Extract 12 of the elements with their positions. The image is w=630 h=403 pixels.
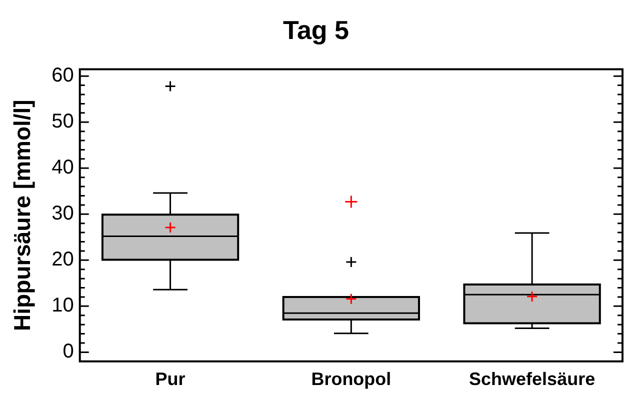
y-tick-label: 30 — [52, 202, 74, 225]
chart-title: Tag 5 — [283, 14, 349, 45]
y-tick-label: 40 — [52, 156, 74, 179]
y-tick-label: 10 — [52, 294, 74, 317]
y-tick-label: 0 — [62, 340, 74, 363]
x-tick-label: Schwefelsäure — [469, 369, 596, 390]
y-tick-label: 60 — [52, 64, 74, 87]
y-tick-label: 50 — [52, 110, 74, 133]
x-tick-label: Pur — [155, 369, 186, 390]
x-tick-label: Bronopol — [311, 369, 392, 390]
y-axis-title: Hippursäure [mmol/l] — [9, 100, 36, 331]
y-tick-label: 20 — [52, 248, 74, 271]
